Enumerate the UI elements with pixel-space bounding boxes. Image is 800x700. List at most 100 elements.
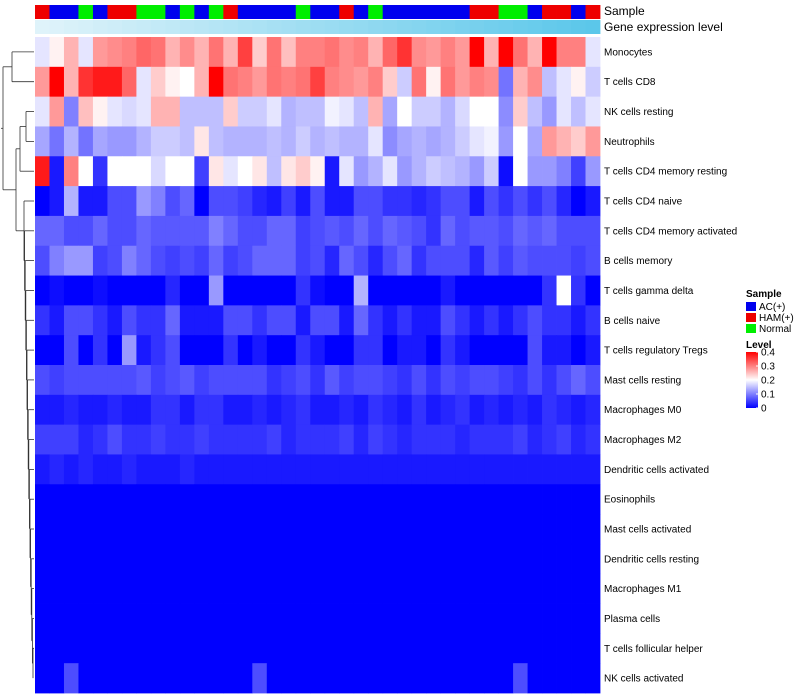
legend-level-tick-label: 0.2 [761,376,775,387]
heatmap-cell [281,215,297,247]
heatmap-cell [281,37,297,68]
expression-annotation-cell [165,20,181,34]
heatmap-cell [150,484,166,515]
heatmap-cell [382,484,398,515]
heatmap-cell [411,394,427,426]
heatmap-cell [78,335,94,366]
sample-annotation-cell [49,5,65,19]
heatmap-cell [324,186,340,217]
sample-annotation-cell [78,5,94,19]
heatmap-cell [585,603,601,634]
heatmap-cell [121,573,137,604]
heatmap-cell [324,215,340,247]
heatmap-cell [49,663,65,694]
heatmap-cell [150,275,166,306]
heatmap-cell [324,245,340,276]
heatmap-cell [353,663,369,694]
heatmap-cell [571,335,586,366]
heatmap-cell [353,156,369,187]
heatmap-cell [179,424,195,455]
heatmap-cell [585,573,601,604]
heatmap-cell [484,245,499,276]
heatmap-cell [455,573,471,604]
heatmap-cell [426,484,442,515]
heatmap-cell [165,663,181,694]
heatmap-cell [107,633,123,664]
expression-annotation-cell [78,20,94,34]
heatmap-cell [310,215,326,247]
heatmap-cell [440,215,456,247]
heatmap-cell [237,573,253,604]
heatmap-cell [78,37,94,68]
heatmap-cell [266,394,282,426]
heatmap-cell [35,365,50,396]
row-label: Eosinophils [604,495,655,506]
heatmap-cell [469,96,485,127]
heatmap-cell [411,543,427,575]
heatmap-cell [484,365,499,396]
heatmap-cell [252,66,268,98]
heatmap-cell [194,37,210,68]
heatmap-cell [165,484,181,515]
heatmap-cell [513,215,528,247]
heatmap-cell [469,335,485,366]
heatmap-cell [368,424,384,455]
heatmap-cell [49,66,65,98]
heatmap-cell [92,454,108,485]
sample-annotation-cell [556,5,572,19]
heatmap-cell [252,126,268,157]
heatmap-cell [484,454,499,485]
heatmap-cell [281,66,297,98]
heatmap-cell [281,663,297,694]
heatmap-cell [571,186,586,217]
heatmap-cell [484,215,499,247]
heatmap-cell [368,66,384,98]
heatmap-cell [63,335,79,366]
heatmap-cell [107,96,123,127]
expression-annotation-cell [339,20,355,34]
heatmap-cell [353,484,369,515]
heatmap-cell [252,603,268,634]
heatmap-cell [49,573,65,604]
heatmap-cell [542,365,557,396]
expression-annotation-cell [208,20,224,34]
heatmap-cell [382,633,398,664]
heatmap-cell [165,215,181,247]
heatmap-cell [542,37,557,68]
heatmap-cell [35,484,50,515]
heatmap-cell [498,394,514,426]
sample-annotation-cell [324,5,340,19]
heatmap-cell [542,96,557,127]
heatmap-cell [208,394,224,426]
heatmap-cell [136,335,152,366]
heatmap-cell [179,663,195,694]
heatmap-cell [150,156,166,187]
heatmap-cell [382,37,398,68]
heatmap-cell [252,633,268,664]
heatmap-cell [498,275,514,306]
heatmap-cell [426,37,442,68]
heatmap-cell [440,96,456,127]
expression-annotation-cell [556,20,572,34]
heatmap-cell [455,663,471,694]
heatmap-cell [49,543,65,575]
heatmap-cell [165,365,181,396]
heatmap-cell [368,454,384,485]
heatmap-cell [527,394,543,426]
heatmap-cell [382,335,398,366]
heatmap-cell [49,514,65,545]
heatmap-cell [353,96,369,127]
heatmap-cell [179,305,195,336]
heatmap-cell [382,424,398,455]
heatmap-cell [310,394,326,426]
heatmap-cell [35,514,50,545]
heatmap-cell [469,305,485,336]
legend-level-tick-label: 0 [761,404,767,415]
heatmap-cell [339,514,355,545]
heatmap-cell [92,603,108,634]
heatmap-cell [208,424,224,455]
sample-annotation-cell [63,5,79,19]
heatmap-cell [397,573,413,604]
sample-annotation-cell [310,5,326,19]
expression-annotation-cell [455,20,471,34]
